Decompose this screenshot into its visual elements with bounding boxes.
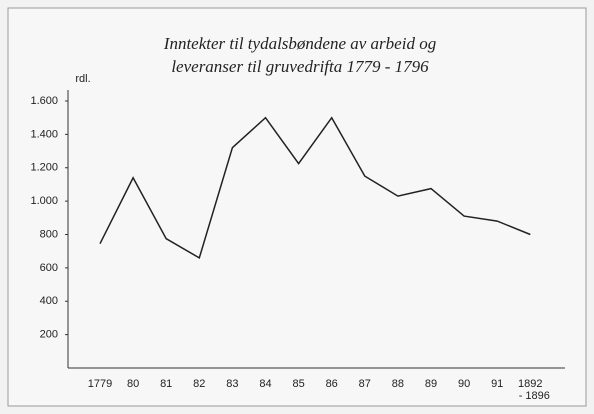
x-tick-label: 90 bbox=[458, 378, 470, 390]
x-tick-label: 1779 bbox=[88, 378, 112, 390]
x-tick-label: 84 bbox=[259, 378, 271, 390]
y-tick-label: 1.200 bbox=[30, 162, 58, 174]
line bbox=[99, 116, 531, 260]
x-tick-label: 87 bbox=[359, 378, 371, 390]
frame bbox=[7, 7, 587, 407]
chart-title: Inntekter til tydalsbøndene av arbeid og bbox=[163, 34, 436, 53]
x-tick-label: 85 bbox=[292, 378, 304, 390]
y-tick-label: 1.000 bbox=[30, 195, 58, 207]
y-tick-label: 600 bbox=[40, 262, 58, 274]
x-tick-label: 88 bbox=[392, 378, 404, 390]
chart-title: leveranser til gruvedrifta 1779 - 1796 bbox=[171, 57, 429, 76]
y-tick-label: 800 bbox=[40, 228, 58, 240]
x-tick-label: 86 bbox=[326, 378, 338, 390]
x-tick-label: 1892- 1896 bbox=[518, 378, 550, 402]
x-tick-label: 82 bbox=[193, 378, 205, 390]
y-tick-label: 1.400 bbox=[30, 128, 58, 140]
y-tick-label: 400 bbox=[40, 295, 58, 307]
x-tick-label: 83 bbox=[226, 378, 238, 390]
x-tick-label: 89 bbox=[425, 378, 437, 390]
x-tick-label: 80 bbox=[127, 378, 139, 390]
y-tick-label: 200 bbox=[40, 329, 58, 341]
x-tick-label: 81 bbox=[160, 378, 172, 390]
y-tick-label: 1.600 bbox=[30, 95, 58, 107]
y-axis-label: rdl. bbox=[75, 73, 90, 85]
x-tick-label: 91 bbox=[491, 378, 503, 390]
